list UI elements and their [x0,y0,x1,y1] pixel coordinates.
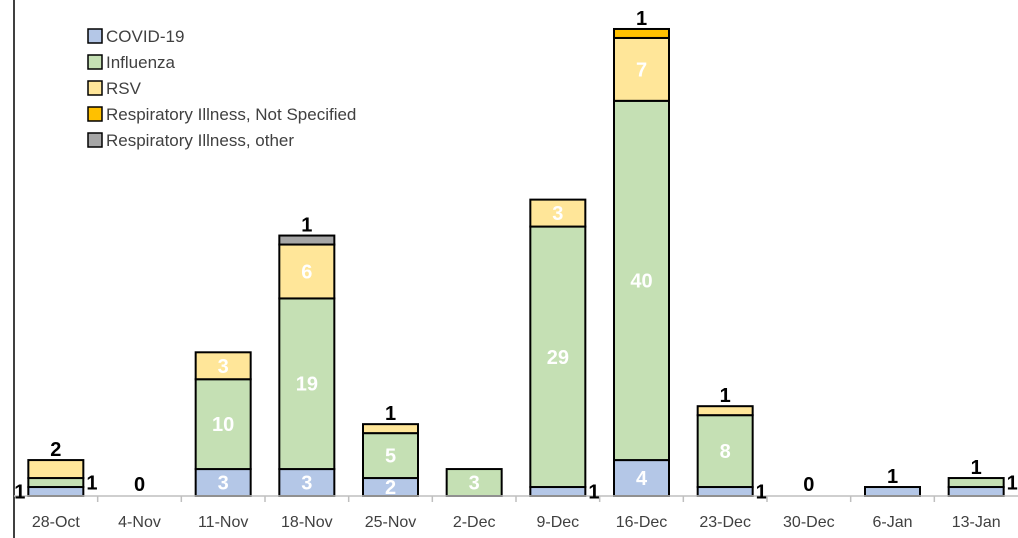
data-label-16-dec-0: 4 [636,468,648,490]
data-label-23-dec-0: 1 [756,482,767,504]
bar-28-oct-covid-19 [27,486,85,497]
x-tick-label-16-dec: 16-Dec [616,514,668,531]
data-label-6-jan-0: 1 [887,466,898,488]
x-tick-label-30-dec: 30-Dec [783,514,835,531]
data-label-18-nov-2: 6 [301,261,312,283]
data-label-13-jan-0: 1 [971,457,982,479]
legend-swatch-respiratory-illness-not-specified [87,106,103,122]
bar-16-dec-rsv [613,36,670,102]
bar-13-jan-covid-19 [947,486,1005,497]
bar-6-jan-covid-19 [864,486,921,497]
legend: COVID-19 Influenza RSV Respiratory Illness,… [87,27,356,150]
data-label-30-dec-0: 0 [803,474,814,496]
legend-label-covid-19: COVID-19 [106,27,184,46]
data-label-16-dec-2: 7 [636,59,647,81]
data-label-2-dec-0: 3 [469,473,480,495]
legend-swatch-influenza [87,54,103,70]
data-label-18-nov-3: 1 [301,215,312,237]
data-label-11-nov-1: 10 [212,414,234,436]
legend-label-respiratory-illness-not-specified: Respiratory Illness, Not Specified [106,105,356,124]
bar-16-dec-respiratory-illness-not-specified [613,27,670,39]
data-label-9-dec-1: 29 [547,347,569,369]
bar-16-dec-influenza [613,99,670,462]
data-label-4-nov-0: 0 [134,474,145,496]
x-tick-label-9-dec: 9-Dec [536,514,579,531]
x-tick-label-4-nov: 4-Nov [118,514,161,531]
bar-23-dec-rsv [696,405,754,417]
data-label-25-nov-1: 5 [385,446,396,468]
bar-13-jan-influenza [947,477,1005,489]
data-label-11-nov-0: 3 [218,473,229,495]
x-tick-label-18-nov: 18-Nov [281,514,333,531]
data-label-25-nov-0: 2 [385,477,396,499]
bar-25-nov-rsv [362,423,419,435]
bar-18-nov-covid-19 [278,468,336,498]
data-label-28-oct-0: 1 [14,482,25,504]
bar-18-nov-respiratory-illness-other [278,234,336,246]
legend-swatch-respiratory-illness-other [87,132,103,148]
x-tick-label-28-oct: 28-Oct [32,514,81,531]
x-tick-label-23-dec: 23-Dec [699,514,751,531]
data-label-23-dec-2: 1 [720,385,731,407]
bar-18-nov-rsv [278,243,336,300]
data-label-18-nov-0: 3 [301,473,312,495]
legend-swatch-rsv [87,80,103,96]
data-label-16-dec-1: 40 [630,270,652,292]
bar-2-dec-influenza [445,468,503,498]
bar-9-dec-covid-19 [529,486,587,497]
legend-label-respiratory-illness-other: Respiratory Illness, other [106,131,294,150]
data-label-25-nov-2: 1 [385,403,396,425]
bar-25-nov-influenza [362,432,419,480]
bar-23-dec-covid-19 [696,486,754,497]
bar-9-dec-influenza [529,225,587,489]
x-tick-label-11-nov: 11-Nov [198,514,248,531]
bar-28-oct-rsv [27,459,85,480]
legend-label-rsv: RSV [106,79,142,98]
axes-layer [13,0,1018,538]
bar-28-oct-influenza [27,477,85,489]
bar-11-nov-rsv [194,351,252,381]
bar-9-dec-rsv [529,198,587,228]
bar-18-nov-influenza [278,297,336,471]
data-label-28-oct-1: 1 [86,473,97,495]
data-label-23-dec-1: 8 [720,441,731,463]
data-label-11-nov-2: 3 [218,356,229,378]
bars-layer [27,27,1005,498]
bar-11-nov-influenza [194,378,252,471]
tick-labels-layer: 28-Oct 4-Nov 11-Nov 18-Nov 25-Nov 2-Dec 9-Dec 1… [32,514,1001,531]
data-label-9-dec-0: 1 [588,482,599,504]
x-tick-label-2-dec: 2-Dec [453,514,496,531]
data-label-13-jan-1: 1 [1007,473,1018,495]
data-label-28-oct-2: 2 [50,439,61,461]
data-label-9-dec-2: 3 [552,203,563,225]
data-label-18-nov-1: 19 [296,374,318,396]
x-tick-label-25-nov: 25-Nov [365,514,417,531]
x-tick-label-13-jan: 13-Jan [952,514,1001,531]
legend-label-influenza: Influenza [106,53,176,72]
data-label-16-dec-3: 1 [636,8,647,30]
x-tick-label-6-jan: 6-Jan [872,514,912,531]
legend-swatch-covid-19 [87,28,103,44]
